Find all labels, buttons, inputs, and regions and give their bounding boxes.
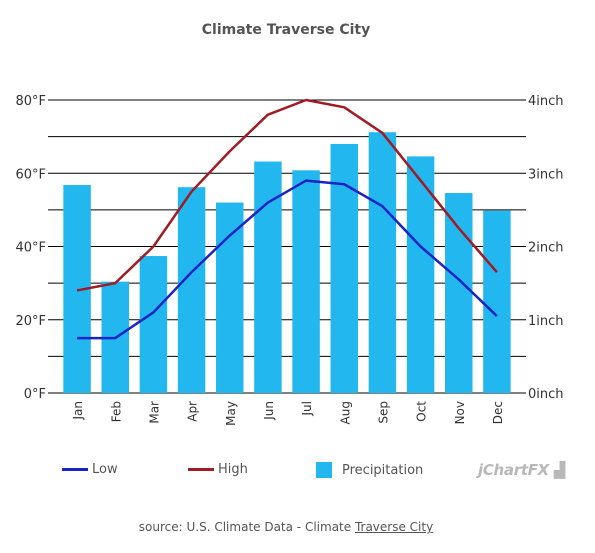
precipitation-bar [254,161,282,393]
y-right-tick-label: 3inch [528,167,564,182]
chart-icon: ▟ [548,461,566,479]
x-tick-label: Dec [491,401,505,424]
y-left-tick-label: 40°F [15,241,46,256]
precipitation-bar [445,193,473,393]
x-tick-label: Oct [415,401,429,422]
legend-precipitation[interactable]: Precipitation [316,462,423,478]
y-left-tick-label: 20°F [15,314,46,329]
brand-text: jChartFX [478,461,549,479]
x-tick-label: Feb [109,401,123,422]
legend-high-label: High [218,462,248,477]
source-note: source: U.S. Climate Data - Climate Trav… [0,520,572,534]
y-left-tick-label: 80°F [15,94,46,109]
legend-precipitation-label: Precipitation [342,462,424,478]
precipitation-bar [292,170,320,393]
precipitation-bar [330,143,358,393]
precipitation-bar [177,187,206,393]
y-right-tick-label: 2inch [528,241,564,256]
precipitation-bar [139,256,168,393]
precipitation-bar [368,132,397,394]
high-swatch [188,468,214,471]
x-tick-label: Jul [300,401,314,416]
source-link[interactable]: Traverse City [354,520,434,534]
low-temperature-line [77,179,498,340]
brand-logo: jChartFX ▟ [478,461,565,479]
precipitation-bar [483,210,511,393]
precipitation-bars [63,132,511,394]
precipitation-swatch [316,462,332,478]
temperature-lines [76,98,498,340]
axes: 0°F 20°F 40°F 60°F 80°F 0inch 1inch 2inch 3inch 4… [15,94,563,426]
x-tick-label: Mar [147,401,161,424]
x-tick-label: Jun [262,401,276,421]
source-prefix: source: U.S. Climate Data - Climate [138,520,355,534]
chart-title: Climate Traverse City [201,22,371,38]
precipitation-bar [406,156,435,393]
y-right-tick-label: 4inch [528,94,564,109]
precipitation-bar [216,202,244,393]
y-right-tick-label: 0inch [528,387,564,402]
y-left-tick-label: 0°F [24,387,46,402]
x-tick-label: Nov [453,401,467,424]
legend-high[interactable]: High [188,462,248,477]
y-right-tick-label: 1inch [528,314,564,329]
legend-low[interactable]: Low [62,462,118,477]
low-swatch [62,468,88,471]
high-temperature-line [76,98,498,292]
x-tick-label: Apr [186,401,200,422]
x-tick-label: Jan [71,401,85,421]
x-tick-label: Sep [376,401,390,424]
x-tick-label: May [224,401,238,426]
y-left-tick-label: 60°F [15,167,46,182]
legend-low-label: Low [92,462,118,477]
x-tick-label: Aug [338,401,352,424]
